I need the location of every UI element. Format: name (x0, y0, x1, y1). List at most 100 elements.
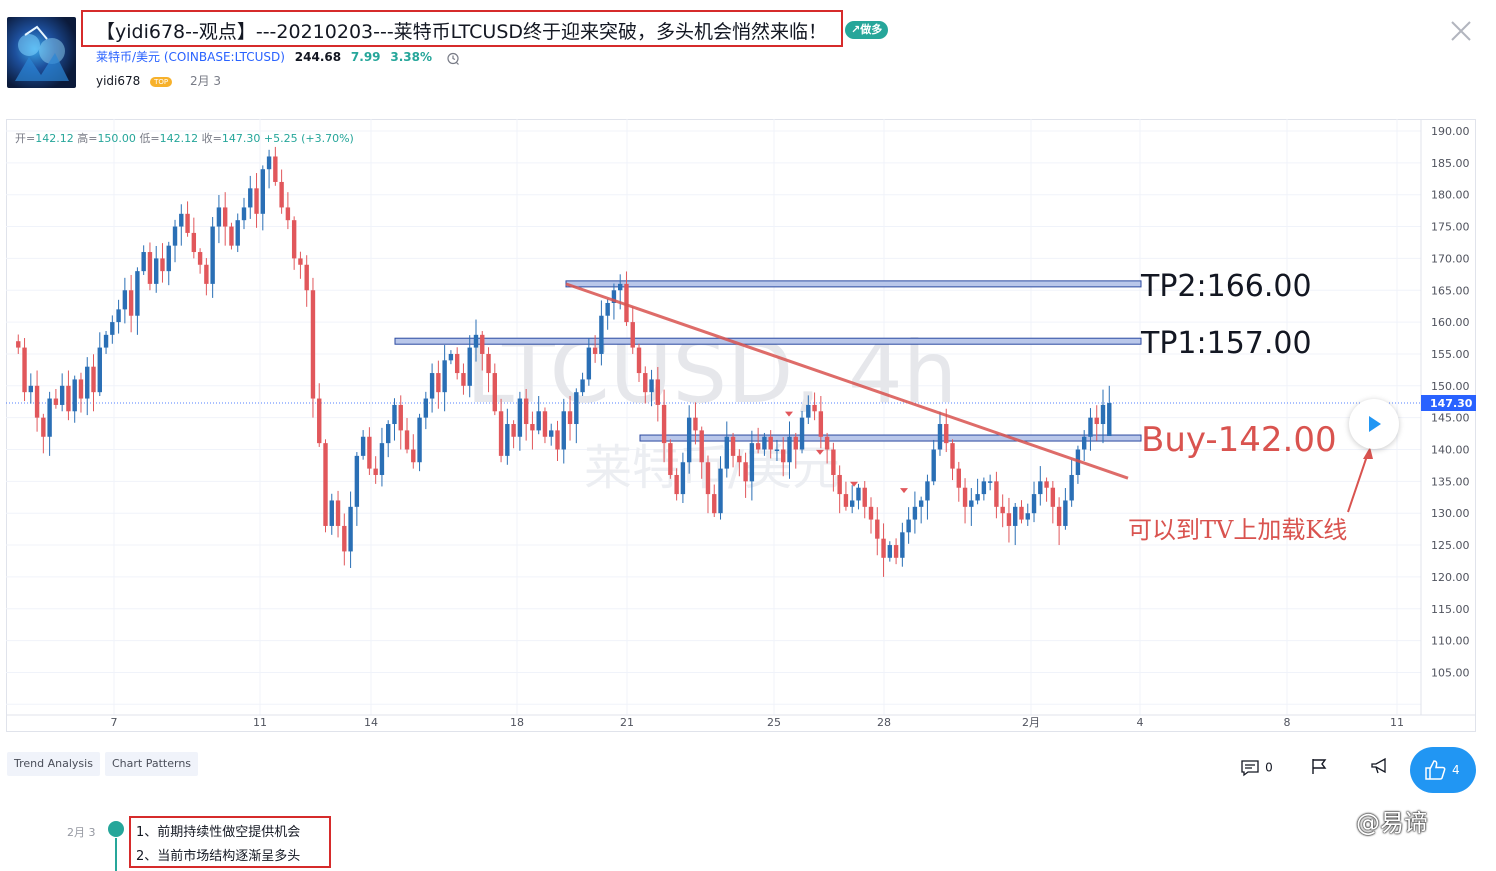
candle-body (41, 417, 46, 437)
candle-body (429, 373, 435, 399)
comments-button[interactable]: 0 (1240, 757, 1280, 783)
candle-body (925, 481, 930, 501)
candle-body (266, 156, 272, 170)
ohlc-high-label: 高= (77, 132, 98, 145)
candle-body (335, 500, 341, 526)
price-tick-label: 170.00 (1431, 252, 1470, 265)
close-icon[interactable] (1450, 20, 1472, 42)
megaphone-icon (1371, 757, 1386, 774)
idea-title[interactable]: 【yidi678--观点】---20210203---莱特币LTCUSD终于迎来… (96, 21, 828, 43)
candle-body (417, 417, 422, 463)
signal-marker (850, 481, 858, 487)
time-tick-label: 8 (1284, 716, 1291, 729)
candle-body (661, 404, 667, 444)
author-name-link[interactable]: yidi678 (96, 74, 141, 88)
candle-body (486, 353, 491, 374)
candle-body (743, 462, 748, 482)
candle-body (1094, 417, 1099, 425)
price-chart[interactable]: LTCUSD, 4h 莱特币/美元 TP2:166.00TP1:157.00Bu… (6, 119, 1476, 732)
candle-body (737, 455, 742, 463)
candle-body (141, 252, 146, 272)
candle-body (492, 373, 497, 412)
symbol-name-link[interactable]: 莱特币/美元 (96, 50, 161, 64)
candle-body (1063, 500, 1068, 526)
candle-body (611, 290, 617, 303)
candle-body (154, 258, 159, 284)
candle-body (241, 207, 247, 221)
like-button[interactable]: 4 (1410, 747, 1476, 793)
note-highlight-box (129, 816, 331, 868)
candle-body (680, 462, 686, 495)
candle-body (235, 220, 240, 246)
candle-body (655, 379, 661, 405)
candle-body (411, 449, 416, 463)
candle-body (473, 334, 479, 348)
tag-trend-analysis[interactable]: Trend Analysis (7, 752, 100, 776)
candle-body (705, 462, 711, 495)
candle-body (179, 213, 184, 227)
candle-body (59, 385, 65, 405)
candle-body (994, 481, 999, 507)
note-arrow-head (1363, 447, 1373, 459)
candle-body (724, 436, 729, 469)
candle-body (643, 373, 648, 393)
timeline-date: 2月 3 (67, 826, 96, 839)
candle-body (574, 392, 579, 425)
symbol-exchange-link[interactable]: (COINBASE:LTCUSD) (163, 50, 285, 64)
thumbs-up-icon (1425, 760, 1446, 780)
candle-body (204, 264, 209, 284)
candle-body (567, 411, 573, 425)
comments-count: 0 (1265, 760, 1273, 775)
candle-body (824, 436, 830, 450)
candle-body (34, 385, 40, 418)
candle-body (774, 449, 780, 451)
candle-body (404, 430, 410, 450)
candle-body (22, 347, 27, 393)
candle-body (555, 430, 560, 450)
candle-body (762, 436, 767, 450)
symbol-change-pct: 3.38% (390, 50, 432, 64)
price-tick-label: 160.00 (1431, 316, 1470, 329)
candle-body (147, 252, 153, 284)
candle-body (1050, 487, 1056, 507)
title-highlight-box (81, 10, 843, 47)
ohlc-change: +5.25 (+3.70%) (263, 132, 354, 145)
kline-note-label: 可以到TV上加载K线 (1128, 516, 1347, 544)
candle-body (630, 322, 635, 348)
last-price-tag (1421, 394, 1476, 411)
report-button[interactable] (1310, 757, 1330, 783)
author-avatar[interactable] (7, 17, 76, 88)
candle-body (172, 226, 178, 246)
candle-body (348, 506, 353, 552)
tp1-label: TP1:157.00 (1140, 326, 1312, 361)
candle-body (881, 538, 886, 558)
candle-body (599, 315, 604, 354)
time-axis: 7 11 14 18 21 25 28 2月 4 8 11 (6, 714, 1476, 729)
candle-body (1100, 404, 1106, 425)
candle-body (887, 545, 893, 558)
candle-body (956, 468, 961, 488)
candle-body (498, 411, 504, 456)
time-tick-label: 11 (1390, 716, 1404, 729)
signal-marker (900, 488, 908, 494)
candle-body (436, 373, 441, 393)
share-button[interactable] (1370, 757, 1390, 783)
candle-body (367, 436, 372, 469)
time-tick-label: 28 (877, 716, 891, 729)
candle-body (1088, 417, 1093, 437)
candle-body (1019, 506, 1024, 520)
price-tick-label: 120.00 (1431, 571, 1470, 584)
candle-body (379, 443, 385, 475)
play-icon (1369, 416, 1381, 432)
candle-body (1025, 513, 1030, 520)
candle-body (166, 245, 171, 272)
tag-chart-patterns[interactable]: Chart Patterns (105, 752, 199, 776)
play-replay-button[interactable] (1349, 399, 1399, 449)
ohlc-open-label: 开= (15, 132, 36, 145)
alarm-clock-icon[interactable] (446, 51, 460, 65)
candle-body (454, 353, 460, 374)
candle-body (906, 519, 911, 533)
candle-body (624, 283, 629, 323)
candle-body (298, 258, 303, 265)
price-axis: 190.00 185.00 180.00 175.00 170.00 165.00 160.… (1420, 119, 1476, 715)
